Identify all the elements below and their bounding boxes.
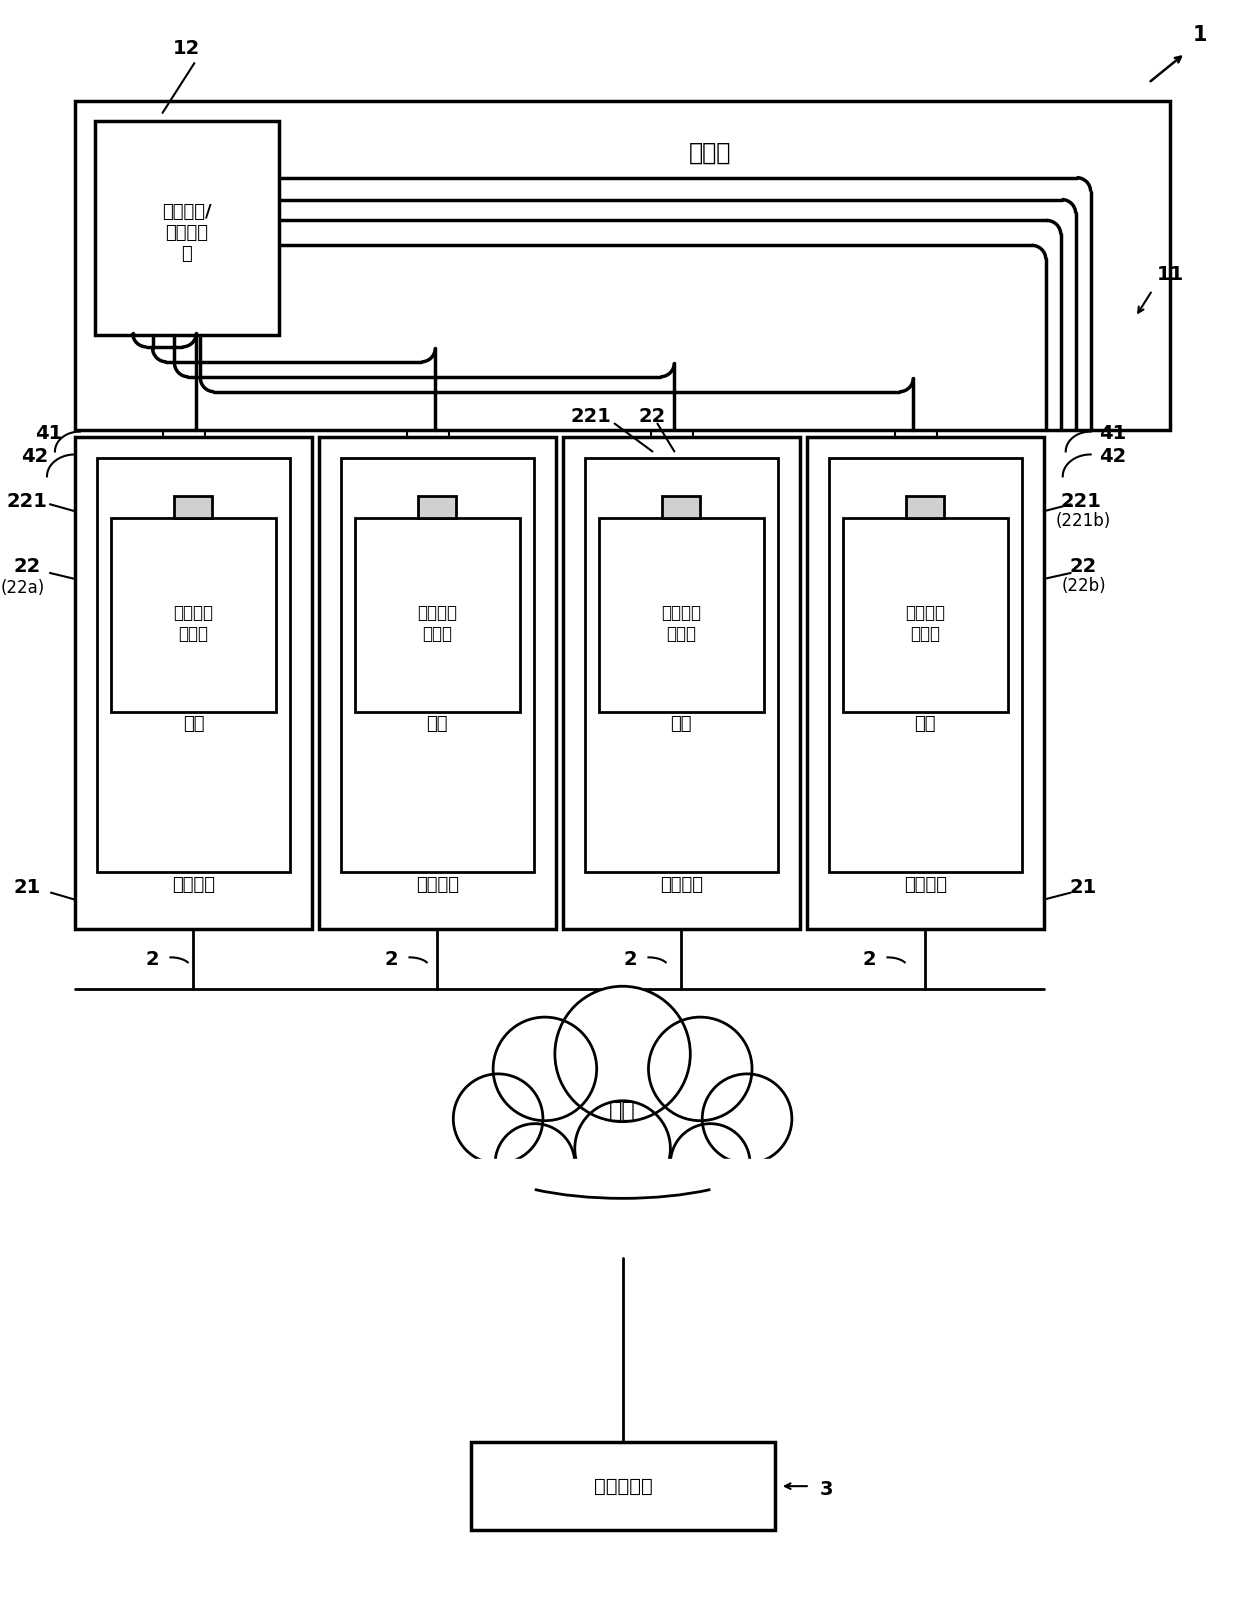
Text: 1: 1 [1193, 26, 1208, 45]
Text: 2: 2 [624, 950, 637, 968]
Text: 22: 22 [14, 556, 41, 575]
Text: 22: 22 [639, 408, 666, 427]
Circle shape [494, 1017, 596, 1121]
Text: 基板管理
控制器: 基板管理 控制器 [418, 604, 458, 643]
Bar [418, 496, 456, 519]
Text: 42: 42 [1099, 446, 1126, 466]
Text: (22a): (22a) [1, 578, 45, 598]
Text: 22: 22 [1069, 556, 1096, 575]
Text: 基板管理
控制器: 基板管理 控制器 [661, 604, 702, 643]
Bar [599, 519, 764, 712]
Bar [341, 459, 534, 872]
Circle shape [649, 1017, 751, 1121]
Text: 42: 42 [21, 446, 48, 466]
Text: 网络: 网络 [609, 1100, 636, 1121]
Text: 221: 221 [6, 491, 47, 511]
Bar [662, 496, 701, 519]
Circle shape [495, 1123, 575, 1203]
Bar [74, 101, 1171, 430]
Circle shape [575, 1100, 671, 1197]
Text: 电脑节点: 电脑节点 [660, 876, 703, 894]
Text: (221b): (221b) [1056, 512, 1111, 530]
Bar [74, 437, 312, 930]
Bar [843, 519, 1008, 712]
Text: 11: 11 [1157, 264, 1184, 284]
Bar [355, 519, 520, 712]
Text: 41: 41 [1099, 424, 1126, 443]
Text: 电脑节点: 电脑节点 [415, 876, 459, 894]
Text: 基板: 基板 [915, 715, 936, 733]
Circle shape [671, 1123, 750, 1203]
Text: 基板管理
控制器: 基板管理 控制器 [905, 604, 945, 643]
Text: 2: 2 [384, 950, 398, 968]
Text: 基板: 基板 [182, 715, 205, 733]
Text: 21: 21 [1069, 878, 1096, 897]
Text: 221: 221 [570, 408, 611, 427]
Bar [807, 437, 1044, 930]
Bar [97, 459, 290, 872]
Bar [444, 1158, 802, 1218]
Bar [563, 437, 800, 930]
Text: 通用输入/
输出控制
器: 通用输入/ 输出控制 器 [162, 203, 212, 263]
Text: 2: 2 [863, 950, 877, 968]
Text: 计算机装置: 计算机装置 [594, 1477, 652, 1495]
Text: 基板: 基板 [427, 715, 448, 733]
Text: 基板管理
控制器: 基板管理 控制器 [174, 604, 213, 643]
Bar [319, 437, 556, 930]
Bar [828, 459, 1022, 872]
Text: 41: 41 [36, 424, 62, 443]
Text: (22b): (22b) [1061, 577, 1106, 594]
Text: 电脑节点: 电脑节点 [904, 876, 947, 894]
Bar [175, 496, 212, 519]
Text: 2: 2 [146, 950, 160, 968]
Text: 基板: 基板 [671, 715, 692, 733]
Circle shape [554, 986, 691, 1121]
Text: 21: 21 [14, 878, 41, 897]
Bar [471, 1442, 775, 1530]
Text: 12: 12 [172, 39, 200, 58]
Text: 电脑节点: 电脑节点 [172, 876, 215, 894]
Bar [94, 121, 279, 335]
Text: 3: 3 [820, 1479, 833, 1498]
Circle shape [454, 1075, 543, 1163]
Bar [110, 519, 277, 712]
Bar [585, 459, 777, 872]
Bar [906, 496, 944, 519]
Text: 电路板: 电路板 [689, 140, 732, 164]
Text: 221: 221 [1060, 491, 1101, 511]
Circle shape [702, 1075, 792, 1163]
